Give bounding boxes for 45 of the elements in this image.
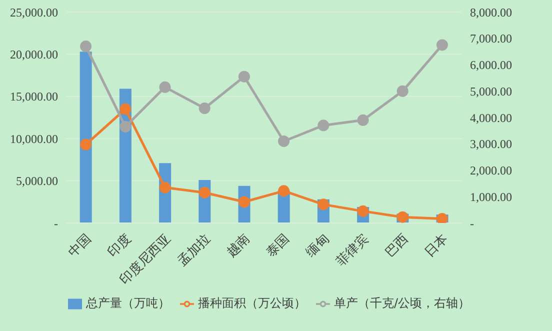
point: [357, 114, 369, 126]
point: [80, 40, 92, 52]
point: [278, 185, 290, 197]
point: [80, 138, 92, 150]
y2-tick-label: 4,000.00: [470, 110, 512, 125]
bar: [80, 52, 92, 223]
y2-tick-label: 2,000.00: [470, 164, 512, 178]
point: [198, 102, 210, 114]
x-tick-label: 日本: [421, 230, 450, 260]
y2-tick-label: 3,000.00: [470, 137, 512, 152]
legend-label: 单产（千克/公顷，右轴）: [334, 296, 470, 310]
y-tick-label: 20,000.00: [10, 47, 58, 62]
point: [436, 39, 448, 51]
x-tick-label: 巴西: [382, 230, 411, 260]
y2-tick-label: 1,000.00: [470, 190, 512, 204]
point: [396, 85, 408, 97]
y-tick-label: 5,000.00: [16, 174, 58, 188]
point: [159, 182, 171, 194]
y2-tick-label: 7,000.00: [470, 32, 512, 46]
legend-label: 总产量（万吨）: [86, 296, 170, 310]
y2-tick-label: 6,000.00: [470, 58, 512, 72]
legend-label: 播种面积（万公顷）: [198, 296, 306, 310]
y-tick-label: 25,000.00: [10, 5, 58, 20]
point: [120, 103, 132, 115]
point: [318, 198, 330, 210]
x-tick-label: 孟加拉: [174, 230, 213, 269]
x-tick-label: 中国: [65, 230, 94, 260]
x-tick-label: 缅甸: [302, 230, 332, 260]
point: [318, 120, 330, 132]
x-tick-label: 印度: [104, 230, 134, 260]
y-tick-label: 10,000.00: [10, 132, 58, 146]
y-tick-label: 15,000.00: [10, 90, 58, 104]
point: [198, 186, 210, 198]
point: [396, 211, 408, 223]
point: [238, 70, 250, 82]
point: [278, 135, 290, 147]
x-tick-label: 越南: [223, 230, 252, 260]
point: [120, 120, 132, 132]
y-tick-label: -: [54, 216, 58, 230]
y2-tick-label: -: [470, 216, 474, 230]
y2-tick-label: 8,000.00: [470, 5, 512, 20]
y2-tick-label: 5,000.00: [470, 84, 512, 98]
point: [159, 81, 171, 93]
x-tick-label: 泰国: [263, 230, 292, 260]
x-tick-label: 菲律宾: [333, 230, 372, 269]
